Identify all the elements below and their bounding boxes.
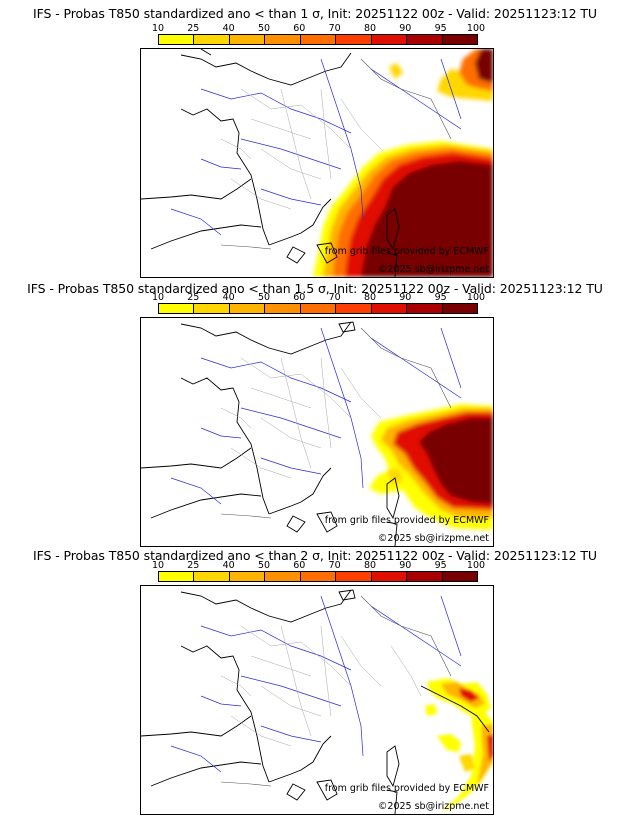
tick-label: 80: [363, 23, 377, 34]
credit-copyright: ©2025 sb@irizpme.net: [378, 264, 489, 275]
colorbar: [158, 34, 478, 45]
map-canvas: from grib files provided by ECMWF ©2025 …: [141, 49, 493, 277]
colorbar-segment: [371, 572, 408, 581]
probability-field: [425, 678, 493, 812]
colorbar-segment: [265, 572, 301, 581]
credit-copyright: ©2025 sb@irizpme.net: [378, 533, 489, 544]
colorbar-segment: [407, 304, 443, 313]
colorbar: [158, 303, 478, 314]
credit-source: from grib files provided by ECMWF: [325, 515, 489, 526]
tick-label: 100: [466, 23, 486, 34]
tick-label: 40: [222, 560, 235, 571]
tick-label: 70: [328, 23, 341, 34]
country-borders: [220, 327, 452, 519]
tick-label: 90: [399, 292, 412, 303]
colorbar-segment: [194, 572, 230, 581]
colorbar-segment: [371, 35, 408, 44]
tick-label: 50: [257, 560, 271, 571]
tick-label: 25: [187, 560, 200, 571]
colorbar-segment: [300, 35, 337, 44]
probability-map: from grib files provided by ECMWF ©2025 …: [140, 48, 494, 278]
tick-label: 25: [187, 292, 200, 303]
rivers: [170, 58, 462, 236]
colorbar-segment: [407, 35, 443, 44]
colorbar-segment: [194, 35, 230, 44]
colorbar-segment: [194, 304, 230, 313]
tick-label: 90: [399, 560, 412, 571]
panel-title: IFS - Probas T850 standardized ano < tha…: [33, 548, 597, 563]
colorbar-segment: [229, 572, 266, 581]
tick-label: 50: [257, 23, 271, 34]
admin-borders: [220, 625, 422, 747]
colorbar-segment: [442, 572, 477, 581]
panel-3: IFS - Probas T850 standardized ano < tha…: [0, 548, 630, 828]
colorbar-segment: [407, 572, 443, 581]
colorbar-segment: [371, 304, 408, 313]
colorbar-segment: [265, 304, 301, 313]
coastlines: [141, 49, 400, 277]
tick-label: 80: [363, 292, 377, 303]
credit-source: from grib files provided by ECMWF: [325, 783, 489, 794]
credit-copyright: ©2025 sb@irizpme.net: [378, 801, 489, 812]
tick-label: 70: [328, 292, 341, 303]
tick-label: 40: [222, 292, 235, 303]
panel-1: IFS - Probas T850 standardized ano < tha…: [0, 0, 630, 278]
tick-label: 25: [187, 23, 200, 34]
colorbar-segment: [336, 304, 372, 313]
rivers: [170, 327, 462, 505]
credit-source: from grib files provided by ECMWF: [325, 246, 489, 257]
colorbar-segment: [442, 35, 477, 44]
colorbar-segment: [229, 35, 266, 44]
tick-label: 70: [328, 560, 341, 571]
tick-label: 50: [257, 292, 271, 303]
panel-title: IFS - Probas T850 standardized ano < tha…: [27, 281, 603, 296]
colorbar-segment: [159, 572, 195, 581]
probability-field: [313, 49, 493, 277]
country-borders: [220, 58, 452, 250]
rivers: [170, 595, 462, 773]
map-canvas: from grib files provided by ECMWF ©2025 …: [141, 321, 493, 546]
tick-label: 90: [399, 23, 412, 34]
probability-map: from grib files provided by ECMWF ©2025 …: [140, 585, 494, 815]
colorbar: [158, 571, 478, 582]
coastlines: [141, 589, 490, 814]
tick-label: 95: [434, 23, 447, 34]
tick-label: 95: [434, 292, 447, 303]
tick-label: 60: [293, 292, 306, 303]
tick-label: 95: [434, 560, 447, 571]
colorbar-segment: [442, 304, 477, 313]
country-borders: [220, 595, 452, 787]
tick-label: 10: [151, 23, 165, 34]
tick-label: 10: [151, 292, 165, 303]
coastlines: [141, 321, 400, 546]
colorbar-segment: [300, 572, 337, 581]
colorbar-ticks: 10 25 40 50 60 70 80 90 95 100: [152, 560, 485, 572]
colorbar-ticks: 10 25 40 50 60 70 80 90 95 100: [152, 292, 485, 304]
panel-2: IFS - Probas T850 standardized ano < tha…: [0, 276, 630, 552]
tick-label: 100: [466, 560, 486, 571]
admin-borders: [220, 357, 382, 479]
colorbar-segment: [265, 35, 301, 44]
colorbar-segment: [336, 35, 372, 44]
map-canvas: from grib files provided by ECMWF ©2025 …: [141, 589, 493, 814]
probability-field: [369, 404, 493, 530]
tick-label: 60: [293, 23, 306, 34]
colorbar-segment: [336, 572, 372, 581]
tick-label: 40: [222, 23, 235, 34]
tick-label: 60: [293, 560, 306, 571]
colorbar-ticks: 10 25 40 50 60 70 80 90 95 100: [152, 23, 485, 35]
tick-label: 100: [466, 292, 486, 303]
probability-map: from grib files provided by ECMWF ©2025 …: [140, 317, 494, 547]
colorbar-segment: [159, 35, 195, 44]
tick-label: 80: [363, 560, 377, 571]
colorbar-segment: [300, 304, 337, 313]
colorbar-segment: [229, 304, 266, 313]
tick-label: 10: [151, 560, 165, 571]
admin-borders: [220, 88, 382, 210]
colorbar-segment: [159, 304, 195, 313]
panel-title: IFS - Probas T850 standardized ano < tha…: [33, 6, 597, 21]
